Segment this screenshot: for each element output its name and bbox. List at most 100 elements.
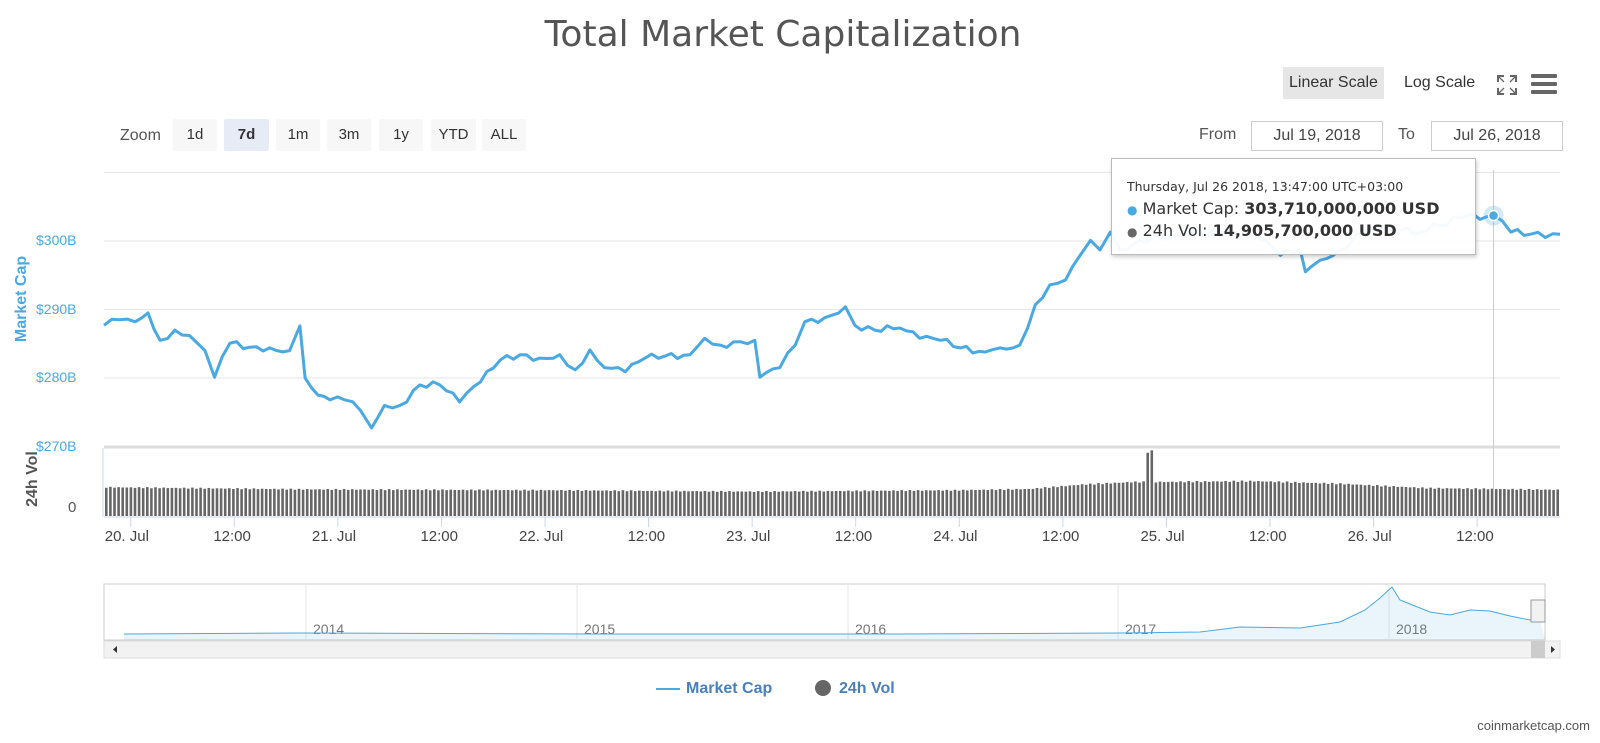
volume-bar <box>1453 488 1457 516</box>
volume-bar <box>408 489 411 516</box>
volume-bar <box>609 490 612 516</box>
volume-bar <box>1048 487 1051 516</box>
volume-bar <box>219 488 223 516</box>
volume-bar <box>1007 488 1010 516</box>
zoom-button-ytd[interactable]: YTD <box>431 119 476 151</box>
volume-bar <box>154 487 157 516</box>
fullscreen-icon[interactable] <box>1496 74 1518 96</box>
volume-bar <box>203 488 206 516</box>
legend-line-icon <box>656 687 680 690</box>
volume-bar <box>416 489 420 516</box>
volume-bar <box>1191 482 1195 516</box>
zoom-button-all[interactable]: ALL <box>482 119 526 151</box>
volume-bar <box>158 488 161 516</box>
volume-bar <box>588 490 592 516</box>
tooltip-vol-label: 24h Vol: <box>1142 221 1213 240</box>
volume-bar <box>1248 480 1252 516</box>
tooltip-mc-value: 303,710,000,000 USD <box>1244 199 1440 218</box>
volume-bar <box>170 487 174 516</box>
volume-bar <box>215 488 219 516</box>
volume-bar <box>777 491 780 516</box>
x-tick-label: 25. Jul <box>1140 528 1185 545</box>
volume-bar <box>113 487 116 516</box>
zoom-button-1d[interactable]: 1d <box>173 119 217 151</box>
volume-bar <box>1228 481 1231 516</box>
zoom-button-3m[interactable]: 3m <box>327 119 371 151</box>
legend-label: 24h Vol <box>839 680 895 697</box>
log-scale-button[interactable]: Log Scale <box>1404 74 1476 91</box>
zoom-button-1m[interactable]: 1m <box>276 119 320 151</box>
volume-bar <box>1195 480 1199 516</box>
volume-bar <box>785 491 789 516</box>
volume-bar <box>469 489 473 516</box>
volume-bar <box>756 491 760 516</box>
volume-bar <box>1105 482 1108 516</box>
volume-bar <box>1400 486 1404 516</box>
volume-bar <box>720 490 723 516</box>
volume-bar <box>1203 481 1207 516</box>
volume-bar <box>1113 482 1117 516</box>
volume-bar <box>1310 482 1313 516</box>
watermark: coinmarketcap.com <box>1477 718 1590 733</box>
x-tick-label: 22. Jul <box>519 528 564 545</box>
volume-bar <box>802 490 805 516</box>
volume-bar <box>814 491 817 516</box>
volume-bar <box>1199 482 1203 516</box>
volume-bar <box>539 489 543 516</box>
volume-bar <box>449 489 452 516</box>
volume-bar <box>371 489 375 516</box>
volume-bar <box>1527 488 1531 516</box>
volume-bar <box>1302 482 1305 516</box>
legend-item-market-cap[interactable]: Market Cap <box>656 680 772 698</box>
volume-bar <box>162 487 165 516</box>
volume-bar <box>838 490 842 516</box>
volume-bar <box>121 487 124 516</box>
legend-item-volume[interactable]: 24h Vol <box>815 680 895 698</box>
volume-bar <box>240 489 243 516</box>
volume-bar <box>601 490 604 516</box>
volume-bar <box>1314 482 1318 516</box>
hamburger-menu-icon[interactable] <box>1530 72 1558 96</box>
volume-bar <box>1216 481 1219 516</box>
volume-bar <box>146 487 149 516</box>
volume-bar <box>920 490 924 516</box>
volume-bar <box>892 490 895 516</box>
volume-bar <box>1494 489 1498 516</box>
from-date-input[interactable]: Jul 19, 2018 <box>1251 121 1383 151</box>
volume-bar <box>1388 486 1391 516</box>
volume-bar <box>695 491 698 516</box>
volume-bar <box>269 489 272 516</box>
tooltip-market-cap: ● Market Cap: 303,710,000,000 USD <box>1127 199 1440 218</box>
volume-bar <box>486 489 489 516</box>
volume-bar <box>642 490 645 516</box>
volume-bar <box>191 487 194 516</box>
to-date-input[interactable]: Jul 26, 2018 <box>1431 121 1563 151</box>
volume-bar <box>1142 481 1145 516</box>
linear-scale-button[interactable]: Linear Scale <box>1283 67 1384 99</box>
volume-bar <box>1089 483 1092 516</box>
volume-bar <box>367 489 370 516</box>
volume-bar <box>1421 487 1424 516</box>
volume-bar <box>871 490 875 516</box>
volume-bar <box>1134 481 1137 516</box>
volume-bar <box>437 490 440 516</box>
scroll-right-arrow-icon <box>1551 646 1555 653</box>
volume-bar <box>564 490 567 516</box>
volume-bar <box>129 487 133 516</box>
volume-bar <box>597 490 600 516</box>
zoom-button-7d[interactable]: 7d <box>224 119 269 151</box>
volume-bar <box>281 488 284 516</box>
volume-bar <box>1540 489 1543 516</box>
volume-bar <box>572 490 575 516</box>
volume-bar <box>728 491 731 516</box>
volume-bar <box>387 489 391 516</box>
x-tick-label: 12:00 <box>420 528 458 545</box>
zoom-button-1y[interactable]: 1y <box>379 119 423 151</box>
volume-bar <box>424 489 428 516</box>
volume-bar <box>1330 482 1334 516</box>
x-tick-label: 12:00 <box>1456 528 1494 545</box>
volume-bar <box>826 490 830 516</box>
volume-bar <box>1441 488 1445 516</box>
volume-bar <box>551 490 555 516</box>
